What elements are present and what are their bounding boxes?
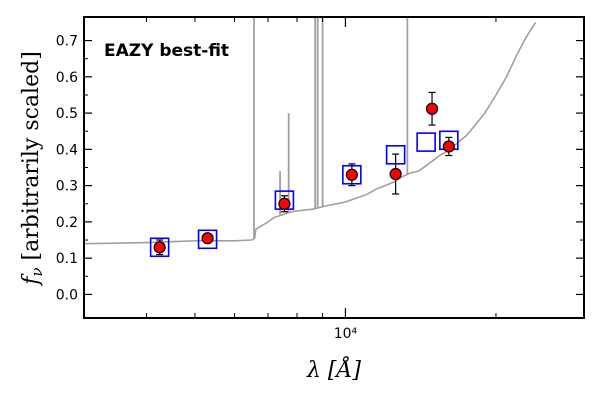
x-axis-label: λ [Å]	[306, 355, 361, 383]
chart-annotation: EAZY best-fit	[104, 41, 229, 61]
y-tick-label: 0.1	[56, 251, 78, 267]
y-tick-label: 0.6	[56, 70, 78, 86]
y-tick-label: 0.5	[56, 106, 78, 122]
x-tick-label: 10⁴	[334, 326, 358, 342]
y-tick-label: 0.0	[56, 287, 78, 303]
observed-flux-point	[442, 140, 455, 153]
y-axis-label: fν [arbitrarily scaled]	[19, 51, 46, 287]
model-flux-square	[416, 132, 436, 152]
chart-template: EAZY best-fit λ [Å] fν [arbitrarily scal…	[19, 41, 361, 383]
observed-flux-point	[345, 168, 358, 181]
y-tick-label: 0.3	[56, 179, 78, 195]
observed-flux-point	[425, 102, 439, 115]
model-spectrum-line	[83, 21, 537, 245]
observed-flux-point	[201, 232, 214, 245]
model-spectrum-layer	[83, 17, 537, 245]
observed-flux-point	[278, 197, 291, 210]
observed-flux-point	[389, 167, 402, 181]
model-flux-square	[149, 237, 170, 258]
y-tick-label: 0.4	[56, 142, 78, 158]
observed-flux-point	[153, 241, 166, 254]
model-flux-square	[197, 229, 218, 250]
y-tick-label: 0.2	[56, 215, 78, 231]
axes-layer: 0.0 0.1 0.2 0.3 0.4 0.5 0.6 0.7 10⁴	[56, 16, 585, 342]
y-tick-label: 0.7	[56, 34, 78, 50]
photometry-layer	[149, 91, 459, 258]
plot-frame	[83, 16, 585, 319]
